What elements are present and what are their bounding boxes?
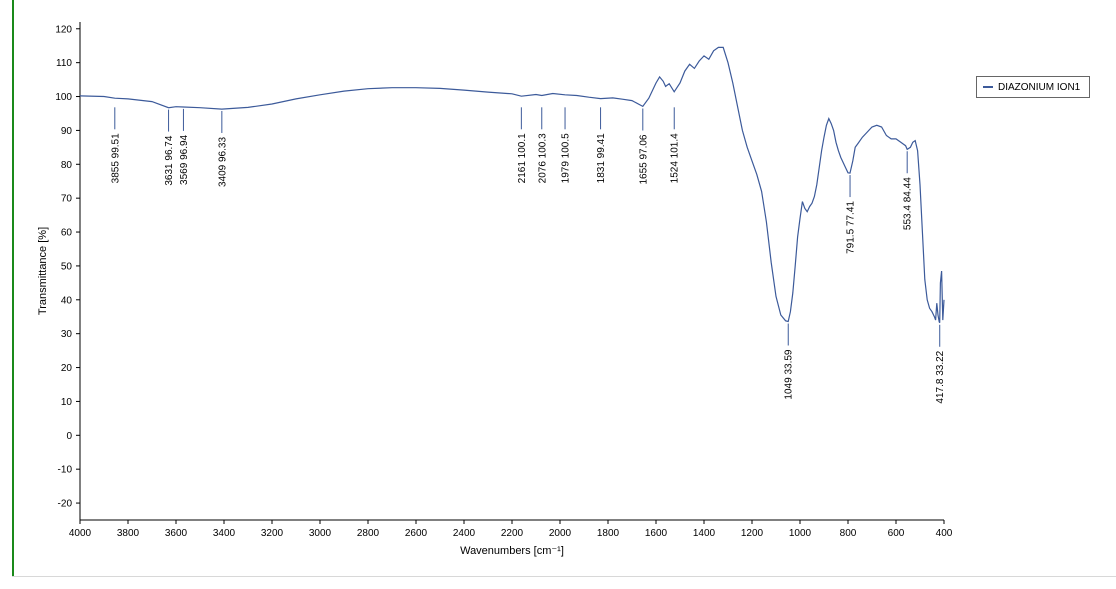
x-tick-label: 3200 [261,528,284,539]
x-tick-label: 3600 [165,528,188,539]
bottom-frame-rule [12,576,1116,577]
legend: DIAZONIUM ION1 [976,76,1090,98]
x-axis-ticks: 4000 3800 3600 3400 3200 3000 2800 2600 2400 2200… [69,520,953,539]
y-tick-label: -10 [58,465,73,476]
x-tick-label: 1400 [693,528,716,539]
y-tick-label: 110 [56,58,72,69]
x-tick-label: 4000 [69,528,92,539]
peak-label: 1655 97.06 [638,134,649,184]
chart-axes [79,22,944,521]
x-tick-label: 1800 [597,528,620,539]
peak-label: 3409 96.33 [217,137,228,187]
x-tick-label: 3000 [309,528,332,539]
y-axis-ticks: -20 -10 0 10 20 30 40 50 60 70 80 90 100 110 120 [55,24,80,510]
peak-label: 1979 100.5 [561,133,572,183]
legend-swatch [983,86,993,88]
y-tick-label: 100 [55,92,72,103]
y-tick-label: 70 [61,194,73,205]
legend-label: DIAZONIUM ION1 [998,81,1081,93]
x-tick-label: 600 [888,528,905,539]
peak-label: 553.4 84.44 [903,177,914,230]
x-tick-label: 3400 [213,528,236,539]
peak-label: 1831 99.41 [596,133,607,183]
peak-label: 417.8 33.22 [935,350,946,403]
x-tick-label: 1600 [645,528,668,539]
peak-label: 791.5 77.41 [846,201,857,254]
y-tick-label: 120 [55,24,72,35]
x-tick-label: 1000 [789,528,812,539]
peak-annotations: 3855 99.51 3631 96.74 3569 96.94 3409 96.33… [110,107,946,404]
x-tick-label: 3800 [117,528,140,539]
y-tick-label: 10 [61,397,73,408]
x-axis-title: Wavenumbers [cm⁻¹] [460,545,564,557]
y-axis-title: Transmittance [%] [37,227,49,315]
y-tick-label: 30 [61,329,73,340]
y-tick-label: 40 [61,295,73,306]
y-tick-label: 20 [61,363,73,374]
x-tick-label: 2600 [405,528,428,539]
peak-label: 3855 99.51 [110,133,121,183]
x-tick-label: 800 [840,528,857,539]
x-tick-label: 400 [936,528,953,539]
peak-label: 1524 101.4 [670,133,681,183]
x-tick-label: 2000 [549,528,572,539]
y-tick-label: -20 [58,499,73,510]
peak-label: 3631 96.74 [164,135,175,185]
y-tick-label: 60 [61,228,73,239]
left-frame-rule [12,0,14,577]
y-tick-label: 50 [61,261,73,272]
x-tick-label: 2800 [357,528,380,539]
x-tick-label: 2400 [453,528,476,539]
y-tick-label: 0 [66,431,72,442]
x-tick-label: 2200 [501,528,524,539]
series-line [79,46,945,324]
peak-label: 2161 100.1 [517,133,528,183]
y-tick-label: 80 [61,160,73,171]
y-tick-label: 90 [61,126,73,137]
peak-label: 1049 33.59 [784,349,795,399]
x-tick-label: 1200 [741,528,764,539]
peak-label: 3569 96.94 [179,134,190,184]
peak-label: 2076 100.3 [537,133,548,183]
